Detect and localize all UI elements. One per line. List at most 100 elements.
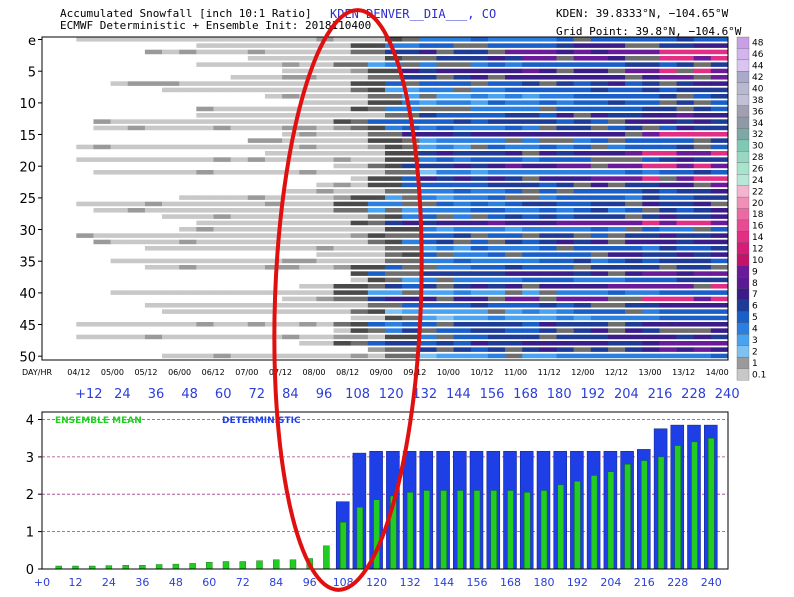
plume-hour-labels: +12 24 36 48 60 72 84 96 108 120 132 144 156 168 180 19… xyxy=(75,387,740,402)
plume-cell xyxy=(642,220,660,226)
plume-cell xyxy=(522,113,540,118)
plume-cell xyxy=(144,233,163,238)
plume-cell xyxy=(419,106,437,112)
plume-cell xyxy=(350,106,369,112)
plume-cell xyxy=(402,170,420,175)
bar-x-tick-label: 204 xyxy=(600,576,621,589)
plume-cell xyxy=(625,233,643,238)
plume-cell xyxy=(419,87,437,93)
plume-cell xyxy=(350,290,369,295)
plume-cell xyxy=(539,157,557,162)
plume-cell xyxy=(693,252,712,257)
plume-cell xyxy=(539,353,557,359)
ensemble-mean-bar xyxy=(423,490,430,570)
plume-cell xyxy=(333,62,351,67)
plume-cell xyxy=(522,309,540,314)
plume-cell xyxy=(436,56,454,61)
plume-cell xyxy=(487,290,506,295)
plume-cell xyxy=(196,233,214,238)
plume-hour-label: 72 xyxy=(249,387,266,402)
plume-cell xyxy=(522,328,540,333)
plume-cell xyxy=(162,258,180,264)
plume-cell xyxy=(264,119,283,124)
plume-cell xyxy=(556,62,574,67)
plume-cell xyxy=(642,347,660,352)
plume-cell xyxy=(179,157,197,162)
bar-x-tick-label: +0 xyxy=(34,576,50,589)
plume-cell xyxy=(385,189,403,194)
plume-cell xyxy=(436,252,454,257)
plume-cell xyxy=(213,195,231,200)
plume-cell xyxy=(659,56,677,61)
plume-cell xyxy=(282,157,300,162)
plume-cell xyxy=(402,138,420,143)
plume-cell xyxy=(213,113,231,118)
plume-cell xyxy=(162,353,180,359)
plume-cell xyxy=(590,94,609,99)
plume-cell xyxy=(144,303,163,308)
plume-cell xyxy=(213,353,231,359)
plume-cell xyxy=(93,170,111,175)
plume-cell xyxy=(642,322,660,327)
plume-cell xyxy=(539,170,557,175)
colorbar-label: 2 xyxy=(752,347,758,357)
plume-cell xyxy=(625,290,643,295)
plume-cell xyxy=(93,208,111,213)
plume-cell xyxy=(573,227,592,232)
plume-cell xyxy=(539,315,557,321)
plume-cell xyxy=(110,208,129,213)
plume-cell xyxy=(522,176,540,181)
plume-cell xyxy=(453,151,472,156)
plume-cell xyxy=(162,81,180,86)
plume-cell xyxy=(299,125,317,131)
plume-cell xyxy=(436,246,454,251)
plume-cell xyxy=(299,87,317,93)
colorbar-swatch xyxy=(736,174,750,186)
plume-cell xyxy=(625,81,643,86)
plume-cell xyxy=(264,265,283,270)
plume-cell xyxy=(402,233,420,238)
plume-cell xyxy=(196,208,214,213)
plume-cell xyxy=(110,81,129,86)
plume-cell xyxy=(350,252,369,257)
plume-cell xyxy=(367,201,386,207)
plume-cell xyxy=(607,322,626,327)
plume-cell xyxy=(247,37,266,42)
plume-cell xyxy=(333,151,351,156)
plume-cell xyxy=(419,81,437,86)
plume-cell xyxy=(367,170,386,175)
plume-cell xyxy=(573,214,592,219)
plume-cell xyxy=(642,144,660,150)
plume-cell xyxy=(230,214,249,219)
plume-cell xyxy=(333,125,351,131)
plume-cell xyxy=(162,290,180,295)
plume-cell xyxy=(710,265,729,270)
colorbar-swatch xyxy=(736,36,750,49)
plume-cell xyxy=(573,353,592,359)
plume-cell xyxy=(436,144,454,150)
plume-cell xyxy=(179,81,197,86)
bar-y-tick-label: 4 xyxy=(26,414,34,429)
plume-cell xyxy=(470,144,489,150)
plume-cell xyxy=(436,75,454,80)
plume-cell xyxy=(659,220,677,226)
plume-cell xyxy=(659,132,677,137)
plume-cell xyxy=(573,157,592,162)
plume-cell xyxy=(299,132,317,137)
plume-cell xyxy=(299,322,317,327)
plume-cell xyxy=(522,49,540,55)
colorbar-swatch xyxy=(736,368,750,381)
colorbar-label: 26 xyxy=(752,165,764,175)
plume-cell xyxy=(693,138,712,143)
plume-cell xyxy=(659,106,677,112)
plume-cell xyxy=(470,176,489,181)
plume-cell xyxy=(487,75,506,80)
plume-cell xyxy=(693,246,712,251)
plume-cell xyxy=(196,113,214,118)
plume-cell xyxy=(487,239,506,245)
plume-cell xyxy=(522,284,540,289)
plume-cell xyxy=(264,49,283,55)
plume-cell xyxy=(573,271,592,276)
plume-cell xyxy=(316,195,334,200)
plume-cell xyxy=(539,322,557,327)
